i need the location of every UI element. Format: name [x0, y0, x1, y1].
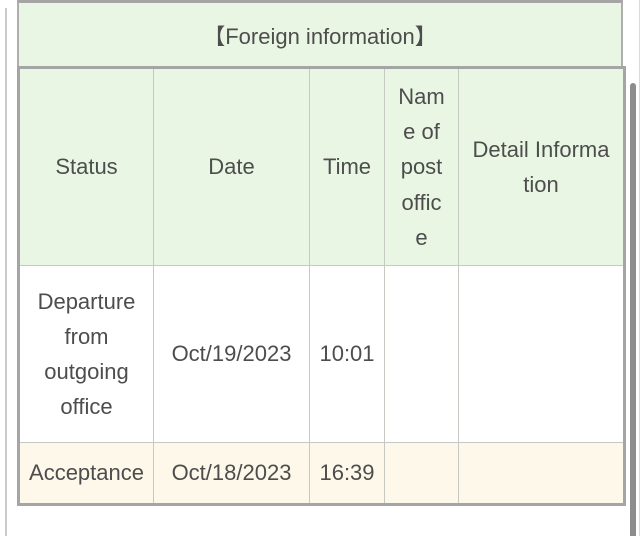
col-header-time-label: Time	[322, 154, 372, 180]
cell-detail	[458, 442, 625, 505]
cell-date: Oct/18/2023	[153, 442, 310, 505]
cell-time: 16:39	[309, 442, 385, 505]
section-title: 【Foreign information】	[203, 23, 437, 49]
tracking-table: Status Date Time Name of post office Det…	[17, 66, 626, 506]
cell-post-office	[384, 442, 459, 505]
cell-date: Oct/19/2023	[153, 265, 310, 443]
scrollbar-thumb[interactable]	[630, 83, 636, 536]
table-row: Departure from outgoing office Oct/19/20…	[18, 265, 625, 443]
col-header-status-label: Status	[55, 154, 118, 180]
table-row: Acceptance Oct/18/2023 16:39	[18, 442, 625, 505]
col-header-detail: Detail Information	[458, 67, 625, 266]
left-frame-border	[5, 8, 7, 536]
col-header-detail-label: Detail Information	[472, 136, 610, 197]
table-header-row: Status Date Time Name of post office Det…	[18, 67, 625, 266]
col-header-time: Time	[309, 67, 385, 266]
cell-post-office	[384, 265, 459, 443]
section-title-bar: 【Foreign information】	[17, 0, 623, 66]
col-header-date: Date	[153, 67, 310, 266]
cell-status: Departure from outgoing office	[18, 265, 154, 443]
cell-detail	[458, 265, 625, 443]
col-header-status: Status	[18, 67, 154, 266]
tracking-content: 【Foreign information】 Status Date	[17, 0, 626, 506]
cell-time: 10:01	[309, 265, 385, 443]
cell-status: Acceptance	[18, 442, 154, 505]
col-header-post-office: Name of post office	[384, 67, 459, 266]
col-header-post-office-label: Name of post office	[398, 84, 445, 250]
col-header-date-label: Date	[208, 154, 255, 180]
